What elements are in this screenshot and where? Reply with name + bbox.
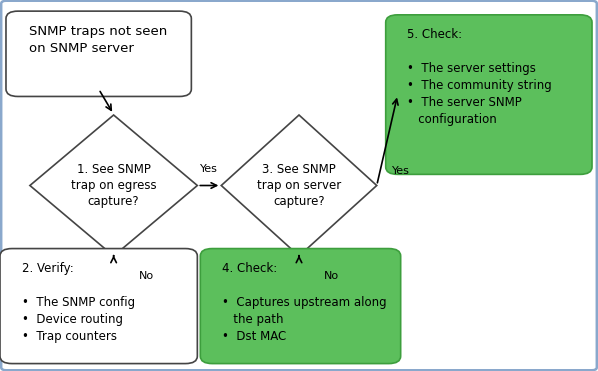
FancyBboxPatch shape	[386, 15, 592, 174]
Text: 2. Verify:

•  The SNMP config
•  Device routing
•  Trap counters: 2. Verify: • The SNMP config • Device ro…	[22, 262, 135, 343]
FancyBboxPatch shape	[200, 249, 401, 364]
Text: 1. See SNMP
trap on egress
capture?: 1. See SNMP trap on egress capture?	[71, 163, 157, 208]
Polygon shape	[30, 115, 197, 256]
Text: 4. Check:

•  Captures upstream along
   the path
•  Dst MAC: 4. Check: • Captures upstream along the …	[222, 262, 386, 343]
Text: 5. Check:

•  The server settings
•  The community string
•  The server SNMP
   : 5. Check: • The server settings • The co…	[407, 28, 552, 126]
FancyBboxPatch shape	[0, 249, 197, 364]
Text: No: No	[139, 272, 154, 281]
Text: Yes: Yes	[392, 166, 410, 175]
Text: No: No	[324, 272, 340, 281]
Polygon shape	[221, 115, 377, 256]
Text: SNMP traps not seen
on SNMP server: SNMP traps not seen on SNMP server	[29, 25, 167, 55]
FancyBboxPatch shape	[6, 11, 191, 96]
Text: Yes: Yes	[200, 164, 218, 174]
Text: 3. See SNMP
trap on server
capture?: 3. See SNMP trap on server capture?	[257, 163, 341, 208]
